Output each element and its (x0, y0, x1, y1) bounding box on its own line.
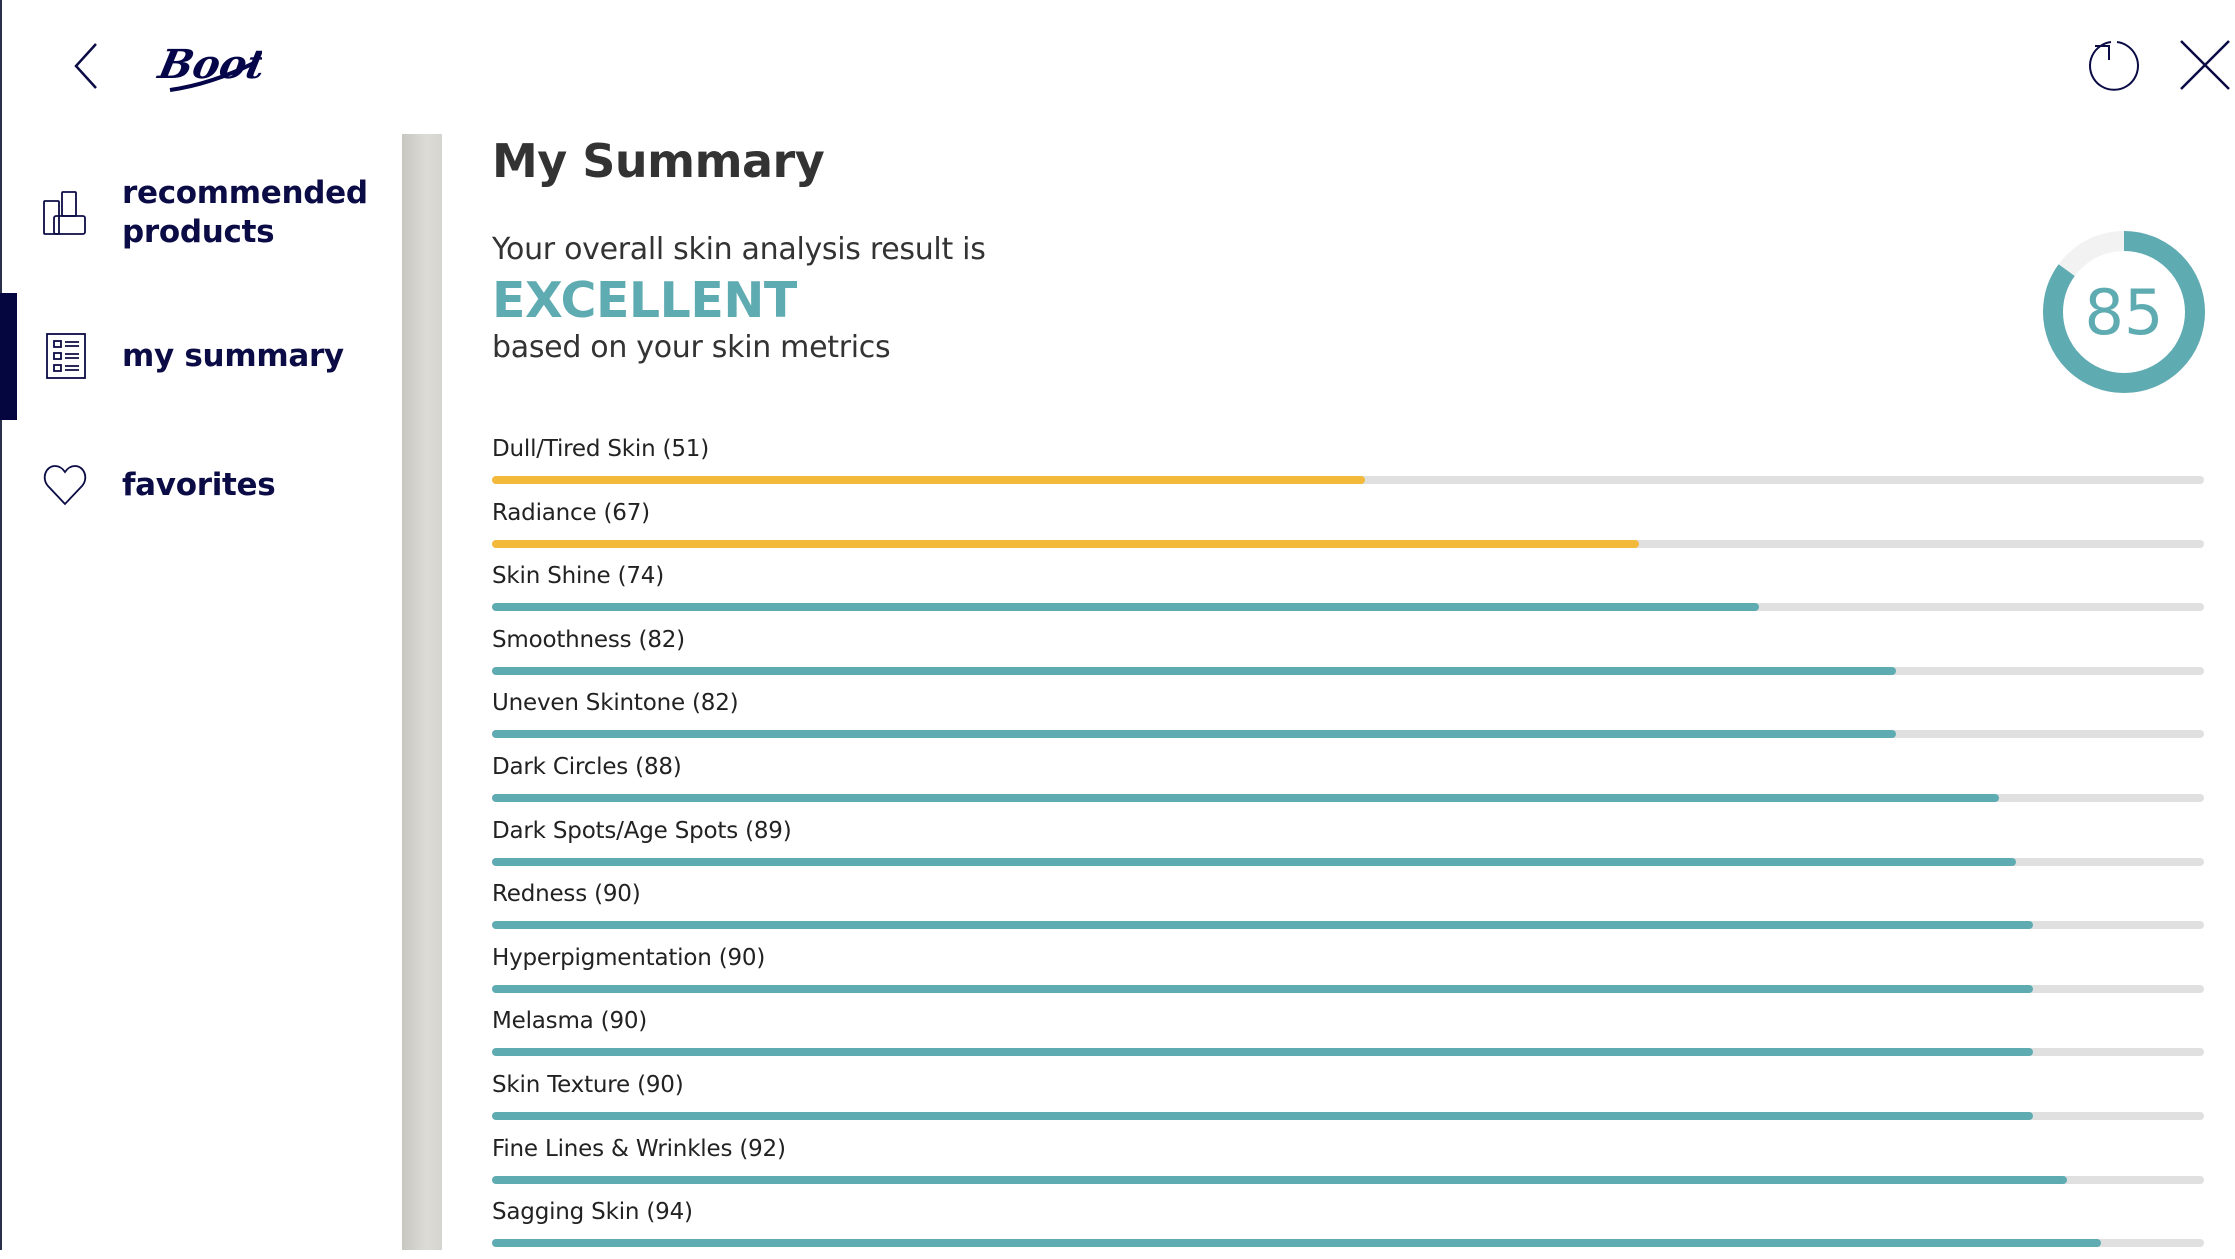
metric-bar-track (492, 1175, 2204, 1184)
metric-bar-fill (492, 539, 1640, 548)
metric-label: Radiance (67) (492, 499, 650, 526)
metric-label: Melasma (90) (492, 1008, 648, 1035)
metric-row: Melasma (90) (492, 1008, 2204, 1068)
score-donut-arc (2043, 231, 2205, 393)
metric-bar-fill (492, 984, 2033, 993)
score-donut (2043, 231, 2205, 393)
metric-row: Dull/Tired Skin (51) (492, 436, 2204, 496)
close-icon[interactable] (2178, 38, 2232, 92)
list-icon (46, 333, 86, 379)
metric-label: Fine Lines & Wrinkles (92) (492, 1135, 786, 1162)
metric-label: Skin Texture (90) (492, 1072, 684, 1098)
metric-bar-track (492, 539, 2204, 548)
metric-bar-fill (492, 603, 1759, 612)
metric-label: Hyperpigmentation (90) (492, 944, 766, 971)
products-icon (43, 191, 86, 235)
metric-bar-fill (492, 1175, 2068, 1184)
sidebar-divider (402, 134, 442, 1250)
result-intro: Your overall skin analysis result is (492, 232, 986, 267)
metric-label: Dark Circles (88) (492, 754, 682, 780)
metric-bar-fill (492, 730, 1896, 739)
metric-row: Fine Lines & Wrinkles (92) (492, 1136, 2204, 1196)
metric-label: Skin Shine (74) (492, 563, 665, 590)
metric-bar-track (492, 666, 2204, 675)
window-edge (0, 0, 2, 1250)
metric-row: Redness (90) (492, 881, 2204, 941)
metric-bar-track (492, 921, 2204, 930)
metric-label: Dark Spots/Age Spots (89) (492, 817, 792, 844)
metric-label: Sagging Skin (94) (492, 1199, 693, 1226)
sidebar-item-label: my summary (122, 338, 344, 374)
sidebar-item-recommended-products[interactable]: recommended products (0, 170, 400, 260)
metric-label: Uneven Skintone (82) (492, 690, 739, 717)
chevron-left-icon[interactable] (70, 40, 104, 92)
metric-bar-track (492, 603, 2204, 612)
boots-logo: Boots (154, 40, 262, 92)
refresh-icon[interactable] (2085, 36, 2143, 94)
score-value: 85 (2084, 275, 2164, 349)
metric-bar-track (492, 857, 2204, 866)
metric-bar-track (492, 984, 2204, 993)
metric-bar-fill (492, 794, 1999, 802)
metric-row: Radiance (67) (492, 500, 2204, 560)
metric-bar-fill (492, 1048, 2033, 1057)
sidebar-item-my-summary[interactable]: my summary (0, 293, 400, 420)
metric-bar-fill (492, 666, 1896, 675)
metric-row: Dark Circles (88) (492, 754, 2204, 814)
metric-bar-track (492, 730, 2204, 739)
metric-row: Skin Texture (90) (492, 1072, 2204, 1132)
result-outro: based on your skin metrics (492, 330, 891, 365)
metric-row: Skin Shine (74) (492, 563, 2204, 623)
metric-label: Dull/Tired Skin (51) (492, 436, 709, 462)
result-rating: EXCELLENT (492, 272, 797, 329)
heart-icon (43, 465, 87, 506)
metric-bar-track (492, 794, 2204, 802)
metric-bar-track (492, 1048, 2204, 1057)
metric-label: Smoothness (82) (492, 626, 685, 653)
metric-bar-fill (492, 921, 2033, 930)
metric-label: Redness (90) (492, 881, 641, 908)
sidebar-item-favorites[interactable]: favorites (0, 450, 400, 520)
active-nav-indicator (0, 293, 17, 420)
metric-bar-track (492, 1112, 2204, 1120)
page-title: My Summary (492, 134, 825, 188)
metric-bar-fill (492, 476, 1366, 484)
metric-row: Uneven Skintone (82) (492, 690, 2204, 750)
sidebar-item-label: favorites (122, 467, 276, 503)
metric-bar-fill (492, 1112, 2033, 1120)
metric-bar-track (492, 476, 2204, 484)
metric-row: Sagging Skin (94) (492, 1199, 2204, 1259)
metric-bar-fill (492, 857, 2016, 866)
sidebar-item-label: recommended products (122, 175, 368, 250)
metric-row: Hyperpigmentation (90) (492, 945, 2204, 1005)
metric-bar-fill (492, 1239, 2102, 1248)
metric-row: Smoothness (82) (492, 627, 2204, 687)
metric-row: Dark Spots/Age Spots (89) (492, 818, 2204, 878)
metric-bar-track (492, 1239, 2204, 1248)
